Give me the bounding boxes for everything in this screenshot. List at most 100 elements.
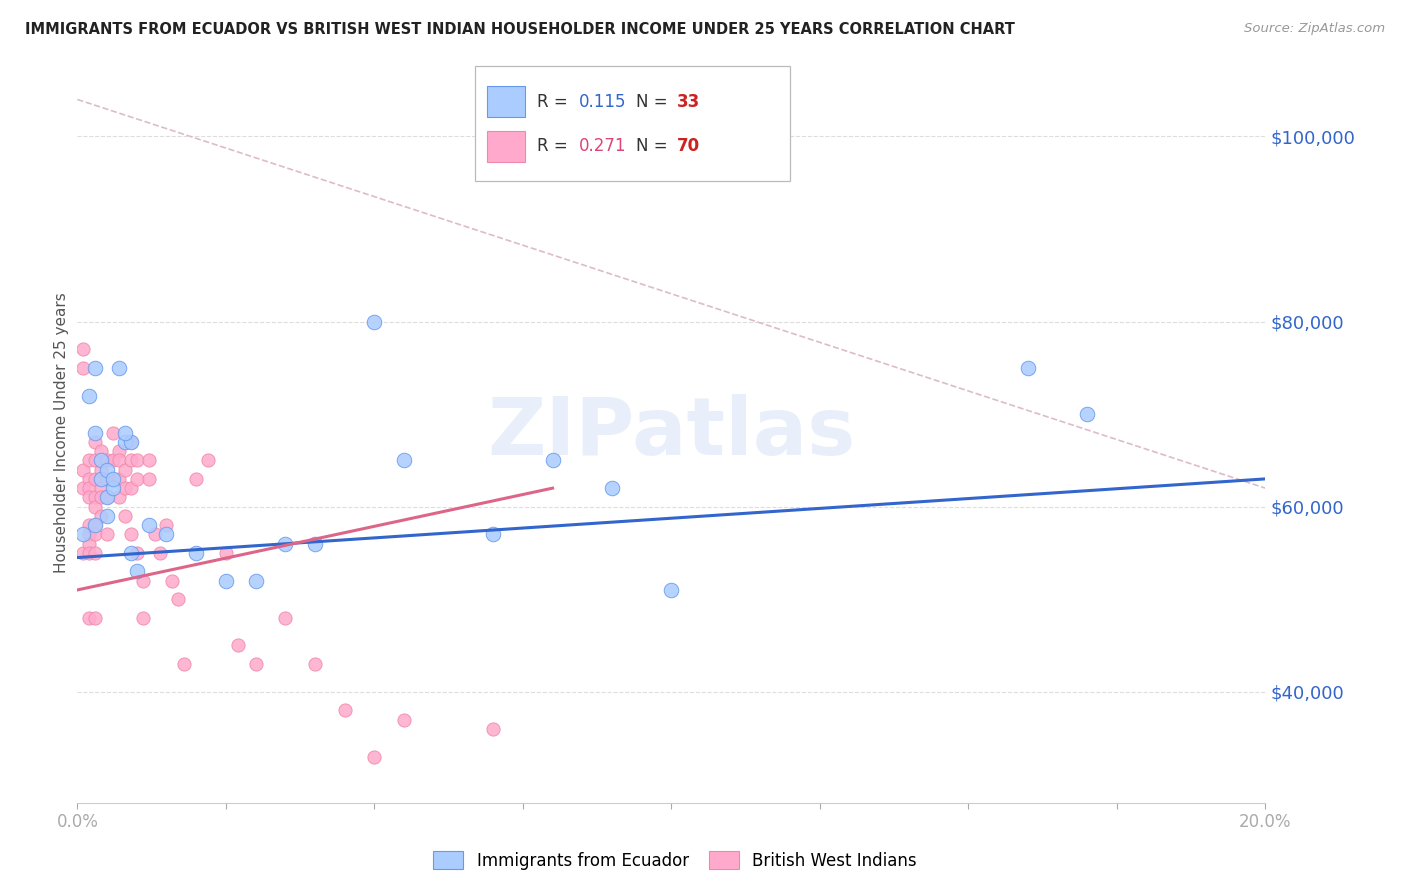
Point [143, 527, 166, 541]
Point [173, 657, 195, 671]
Point [138, 518, 160, 533]
Point [138, 453, 160, 467]
Point [363, 749, 385, 764]
Point [77, 518, 100, 533]
Point [90, 453, 112, 467]
Point [1076, 407, 1098, 421]
Point [77, 453, 100, 467]
Point [96, 491, 118, 505]
Point [114, 425, 136, 440]
Point [84, 500, 107, 514]
Point [114, 434, 136, 449]
Point [108, 472, 131, 486]
Point [77, 491, 100, 505]
Point [72, 546, 94, 560]
Point [215, 546, 238, 560]
Point [482, 527, 505, 541]
Point [84, 518, 107, 533]
Y-axis label: Householder Income Under 25 years: Householder Income Under 25 years [53, 293, 69, 573]
Point [72, 343, 94, 357]
Point [363, 315, 385, 329]
Point [84, 425, 107, 440]
Point [114, 463, 136, 477]
Point [215, 574, 238, 588]
Point [392, 453, 415, 467]
Point [108, 360, 131, 375]
Point [108, 453, 131, 467]
Point [1017, 360, 1039, 375]
Point [84, 453, 107, 467]
Text: N =: N = [636, 93, 672, 111]
Point [84, 611, 107, 625]
Point [101, 472, 124, 486]
Point [120, 434, 142, 449]
Point [186, 472, 208, 486]
FancyBboxPatch shape [488, 87, 526, 117]
Point [114, 508, 136, 523]
Point [392, 713, 415, 727]
Point [84, 546, 107, 560]
Point [72, 481, 94, 495]
Point [125, 453, 148, 467]
Point [197, 453, 219, 467]
Point [72, 360, 94, 375]
Point [482, 722, 505, 736]
Text: 0.271: 0.271 [579, 137, 626, 155]
Point [333, 703, 356, 717]
Point [120, 434, 142, 449]
Point [245, 657, 267, 671]
Point [90, 491, 112, 505]
Point [131, 574, 153, 588]
Point [84, 518, 107, 533]
Text: R =: R = [537, 93, 574, 111]
Point [84, 491, 107, 505]
Point [149, 546, 172, 560]
Point [108, 491, 131, 505]
Point [72, 463, 94, 477]
Point [226, 639, 249, 653]
Point [541, 453, 564, 467]
Point [131, 611, 153, 625]
Point [304, 537, 326, 551]
Point [114, 481, 136, 495]
Point [101, 425, 124, 440]
Point [77, 611, 100, 625]
Point [84, 472, 107, 486]
Text: R =: R = [537, 137, 574, 155]
Point [125, 546, 148, 560]
Point [120, 527, 142, 541]
Point [90, 508, 112, 523]
Point [72, 527, 94, 541]
Point [96, 527, 118, 541]
Point [245, 574, 267, 588]
FancyBboxPatch shape [475, 66, 790, 181]
Point [96, 472, 118, 486]
Point [77, 537, 100, 551]
Point [101, 472, 124, 486]
Legend: Immigrants from Ecuador, British West Indians: Immigrants from Ecuador, British West In… [426, 845, 924, 877]
Text: ZIPatlas: ZIPatlas [488, 393, 855, 472]
Text: 70: 70 [678, 137, 700, 155]
Point [84, 434, 107, 449]
Point [96, 508, 118, 523]
Point [77, 527, 100, 541]
Point [274, 611, 297, 625]
Point [84, 527, 107, 541]
Point [77, 481, 100, 495]
Point [90, 472, 112, 486]
Text: IMMIGRANTS FROM ECUADOR VS BRITISH WEST INDIAN HOUSEHOLDER INCOME UNDER 25 YEARS: IMMIGRANTS FROM ECUADOR VS BRITISH WEST … [25, 22, 1015, 37]
Point [90, 463, 112, 477]
Text: 33: 33 [678, 93, 700, 111]
Point [108, 444, 131, 458]
Point [77, 389, 100, 403]
Point [274, 537, 297, 551]
Point [120, 481, 142, 495]
Point [77, 546, 100, 560]
Point [125, 472, 148, 486]
Point [96, 453, 118, 467]
Point [96, 463, 118, 477]
Point [186, 546, 208, 560]
Point [90, 481, 112, 495]
Point [600, 481, 623, 495]
Text: N =: N = [636, 137, 672, 155]
